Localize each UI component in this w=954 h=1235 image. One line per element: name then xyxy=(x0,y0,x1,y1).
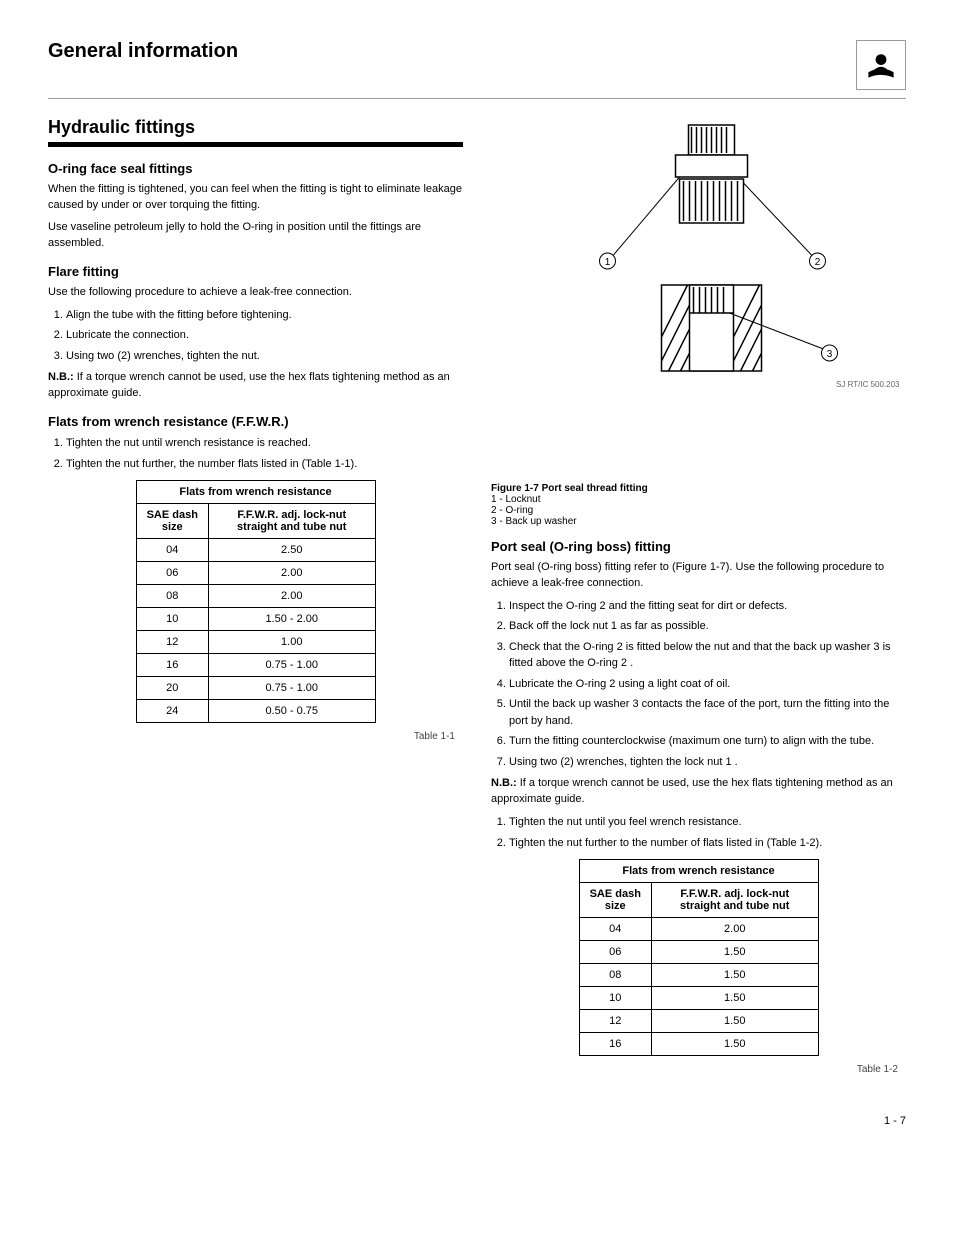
t2-r0c1: 2.00 xyxy=(651,918,818,941)
page-title: General information xyxy=(48,40,238,63)
ps-b-lead: Using two (2) wrenches, tighten the lock… xyxy=(509,754,906,771)
table2-head-2: F.F.W.R. adj. lock-nut straight and tube… xyxy=(651,883,818,918)
ps-a-4: Lubricate the O-ring 2 using a light coa… xyxy=(509,676,906,693)
ffwr-table-2: Flats from wrench resistance SAE dash si… xyxy=(579,859,819,1056)
flare-step-1: Align the tube with the fitting before t… xyxy=(66,307,463,324)
t2-r1c1: 1.50 xyxy=(651,941,818,964)
oring-para-2: Use vaseline petroleum jelly to hold the… xyxy=(48,220,463,252)
figure-caption: Figure 1-7 Port seal thread fitting 1 - … xyxy=(491,483,906,527)
ps-a-6: Turn the fitting counterclockwise (maxim… xyxy=(509,733,906,750)
svg-text:3: 3 xyxy=(827,349,833,360)
t1-r7c1: 0.50 - 0.75 xyxy=(208,700,375,723)
t1-r1c0: 06 xyxy=(136,562,208,585)
port-seal-note: N.B.: If a torque wrench cannot be used,… xyxy=(491,776,906,808)
t1-r5c0: 16 xyxy=(136,654,208,677)
t1-r6c0: 20 xyxy=(136,677,208,700)
hydraulic-fittings-heading: Hydraulic fittings xyxy=(48,117,463,138)
right-column: 1 2 3 SJ RT/IC 500.203 Figure 1-7 Port s… xyxy=(491,117,906,1075)
t1-r0c0: 04 xyxy=(136,539,208,562)
t2-r5c1: 1.50 xyxy=(651,1033,818,1056)
ps-a-5: Until the back up washer 3 contacts the … xyxy=(509,696,906,729)
header-rule xyxy=(48,98,906,99)
t2-r2c0: 08 xyxy=(579,964,651,987)
port-seal-steps-c: Tighten the nut until you feel wrench re… xyxy=(509,814,906,851)
ps-a-3: Check that the O-ring 2 is fitted below … xyxy=(509,639,906,672)
t1-r2c1: 2.00 xyxy=(208,585,375,608)
flare-steps: Align the tube with the fitting before t… xyxy=(66,307,463,365)
t2-r4c1: 1.50 xyxy=(651,1010,818,1033)
table2-caption: Flats from wrench resistance xyxy=(579,860,818,883)
svg-text:2: 2 xyxy=(815,257,821,268)
t1-r4c0: 12 xyxy=(136,631,208,654)
t1-r4c1: 1.00 xyxy=(208,631,375,654)
t2-r3c1: 1.50 xyxy=(651,987,818,1010)
table1-head-1: SAE dash size xyxy=(136,504,208,539)
table2-head-1: SAE dash size xyxy=(579,883,651,918)
t2-r0c0: 04 xyxy=(579,918,651,941)
port-seal-figure: 1 2 3 SJ RT/IC 500.203 xyxy=(491,117,906,477)
section-title-bar xyxy=(48,142,463,147)
t1-r7c0: 24 xyxy=(136,700,208,723)
t1-r6c1: 0.75 - 1.00 xyxy=(208,677,375,700)
oring-para-1: When the fitting is tightened, you can f… xyxy=(48,182,463,214)
port-seal-heading: Port seal (O-ring boss) fitting xyxy=(491,539,906,554)
t1-r2c0: 08 xyxy=(136,585,208,608)
ps-c-2: Tighten the nut further to the number of… xyxy=(509,835,906,852)
flare-step-3: Using two (2) wrenches, tighten the nut. xyxy=(66,348,463,365)
t2-r4c0: 12 xyxy=(579,1010,651,1033)
t1-r3c0: 10 xyxy=(136,608,208,631)
table1-number: Table 1-1 xyxy=(48,731,455,742)
ffwr-step-2: Tighten the nut further, the number flat… xyxy=(66,456,463,473)
t2-r3c0: 10 xyxy=(579,987,651,1010)
t2-r1c0: 06 xyxy=(579,941,651,964)
table2-number: Table 1-2 xyxy=(491,1064,898,1075)
flare-note: N.B.: If a torque wrench cannot be used,… xyxy=(48,370,463,402)
ffwr-heading: Flats from wrench resistance (F.F.W.R.) xyxy=(48,414,463,429)
left-column: Hydraulic fittings O-ring face seal fitt… xyxy=(48,117,463,1075)
ffwr-steps: Tighten the nut until wrench resistance … xyxy=(66,435,463,472)
t2-r5c0: 16 xyxy=(579,1033,651,1056)
ps-a-1: Inspect the O-ring 2 and the fitting sea… xyxy=(509,598,906,615)
t1-r0c1: 2.50 xyxy=(208,539,375,562)
flare-step-2: Lubricate the connection. xyxy=(66,327,463,344)
port-seal-intro: Port seal (O-ring boss) fitting refer to… xyxy=(491,560,906,592)
ffwr-table-1: Flats from wrench resistance SAE dash si… xyxy=(136,480,376,723)
t1-r1c1: 2.00 xyxy=(208,562,375,585)
oring-face-seal-heading: O-ring face seal fittings xyxy=(48,161,463,176)
ps-a-2: Back off the lock nut 1 as far as possib… xyxy=(509,618,906,635)
t2-r2c1: 1.50 xyxy=(651,964,818,987)
t1-r3c1: 1.50 - 2.00 xyxy=(208,608,375,631)
ps-c-1: Tighten the nut until you feel wrench re… xyxy=(509,814,906,831)
svg-text:SJ RT/IC 500.203: SJ RT/IC 500.203 xyxy=(836,380,900,389)
port-seal-steps-a: Inspect the O-ring 2 and the fitting sea… xyxy=(509,598,906,771)
ffwr-step-1: Tighten the nut until wrench resistance … xyxy=(66,435,463,452)
table1-head-2: F.F.W.R. adj. lock-nut straight and tube… xyxy=(208,504,375,539)
table1-caption: Flats from wrench resistance xyxy=(136,481,375,504)
t1-r5c1: 0.75 - 1.00 xyxy=(208,654,375,677)
page-number: 1 - 7 xyxy=(48,1115,906,1127)
flare-intro: Use the following procedure to achieve a… xyxy=(48,285,463,301)
flare-fitting-heading: Flare fitting xyxy=(48,264,463,279)
manual-icon xyxy=(856,40,906,90)
svg-text:1: 1 xyxy=(605,257,611,268)
